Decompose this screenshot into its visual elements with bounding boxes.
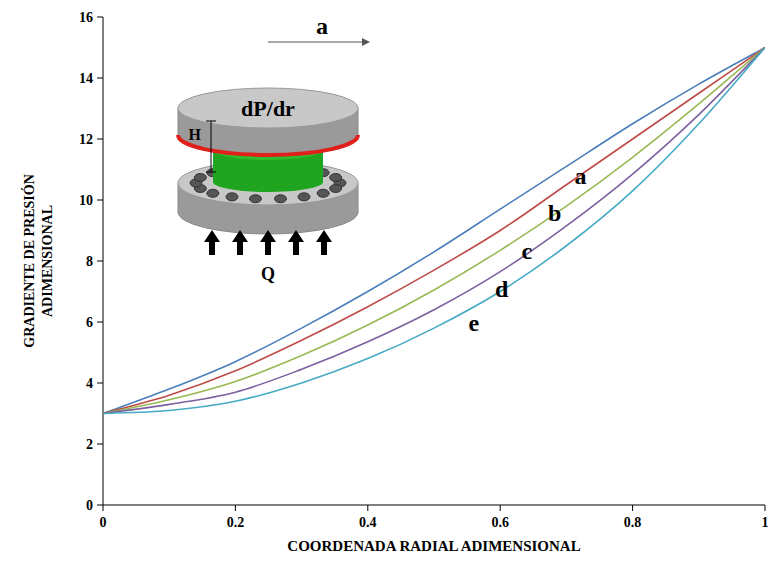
y-tick-label: 14 (79, 71, 93, 86)
y-tick-label: 2 (86, 437, 93, 452)
x-tick (765, 505, 766, 511)
y-tick (97, 322, 103, 323)
flow-arrow (316, 230, 332, 255)
y-tick-label: 12 (79, 132, 93, 147)
x-axis-title: COORDENADA RADIAL ADIMENSIONAL (287, 538, 580, 554)
series-label: a (574, 163, 586, 189)
x-axis (103, 505, 765, 506)
y-tick-label: 16 (79, 10, 93, 25)
seal (178, 135, 358, 155)
arrow-head (362, 38, 370, 46)
y-tick (97, 383, 103, 384)
hole (226, 193, 238, 201)
series-label: c (521, 238, 532, 264)
x-tick (632, 505, 633, 511)
series-line (103, 48, 765, 414)
y-tick-label: 6 (86, 315, 93, 330)
annotation: a (316, 13, 328, 39)
series-label: b (548, 200, 561, 226)
series-line (103, 48, 765, 414)
hole (207, 189, 219, 197)
flow-arrow (232, 230, 248, 255)
hole (298, 193, 310, 201)
y-tick-label: 10 (79, 193, 93, 208)
series-line (103, 48, 765, 414)
top-disk-top (178, 88, 358, 128)
y-tick-label: 8 (86, 254, 93, 269)
x-tick (103, 505, 104, 511)
hole (330, 184, 342, 192)
series-label: e (468, 310, 479, 336)
annotation: Q (261, 264, 275, 284)
chart: 0 2 4 6 8 10 12 14 16 0 0.2 0.4 0.6 0.8 1 COORDENADA RA… (0, 0, 781, 567)
y-tick (97, 505, 103, 506)
x-tick-label: 0.4 (359, 515, 377, 530)
x-tick-label: 0.8 (624, 515, 642, 530)
y-tick (97, 200, 103, 201)
x-tick-label: 0.2 (227, 515, 245, 530)
x-tick (235, 505, 236, 511)
x-tick-label: 1 (762, 515, 769, 530)
y-axis-title-line: ADIMENSIONAL (40, 205, 55, 317)
h-bracket (206, 121, 216, 172)
y-tick (97, 17, 103, 18)
y-axis-title-line: GRADIENTE DE PRESIÓN (21, 174, 37, 347)
annotation: H (189, 126, 202, 143)
flow-arrow (260, 230, 276, 255)
flow-arrow (288, 230, 304, 255)
hole (275, 195, 287, 203)
y-tick-label: 4 (86, 376, 93, 391)
x-tick (367, 505, 368, 511)
radius-arrow (268, 41, 366, 42)
y-tick (97, 139, 103, 140)
y-tick (97, 261, 103, 262)
hole (249, 195, 261, 203)
y-tick-label: 0 (86, 498, 93, 513)
y-tick (97, 78, 103, 79)
plot-lines (103, 48, 765, 414)
x-tick (500, 505, 501, 511)
flow-arrow (204, 230, 220, 255)
hole (330, 174, 342, 182)
series-line (103, 48, 765, 414)
hole (194, 174, 206, 182)
annotation: dP/dr (241, 96, 295, 121)
series-line (103, 48, 765, 414)
series-label: d (495, 276, 509, 302)
y-tick (97, 444, 103, 445)
x-tick-label: 0 (100, 515, 107, 530)
x-tick-label: 0.6 (491, 515, 509, 530)
inset-diagram: dP/dr a H Q (178, 13, 370, 284)
hole (317, 189, 329, 197)
y-axis-title: GRADIENTE DE PRESIÓNADIMENSIONAL (21, 174, 55, 347)
